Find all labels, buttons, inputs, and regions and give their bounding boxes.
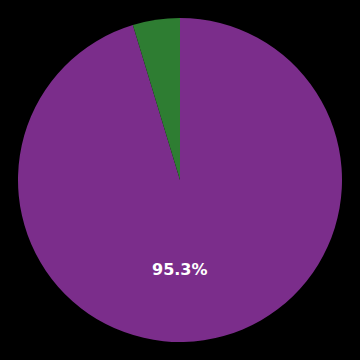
svg-text:95.3%: 95.3% (152, 260, 208, 279)
